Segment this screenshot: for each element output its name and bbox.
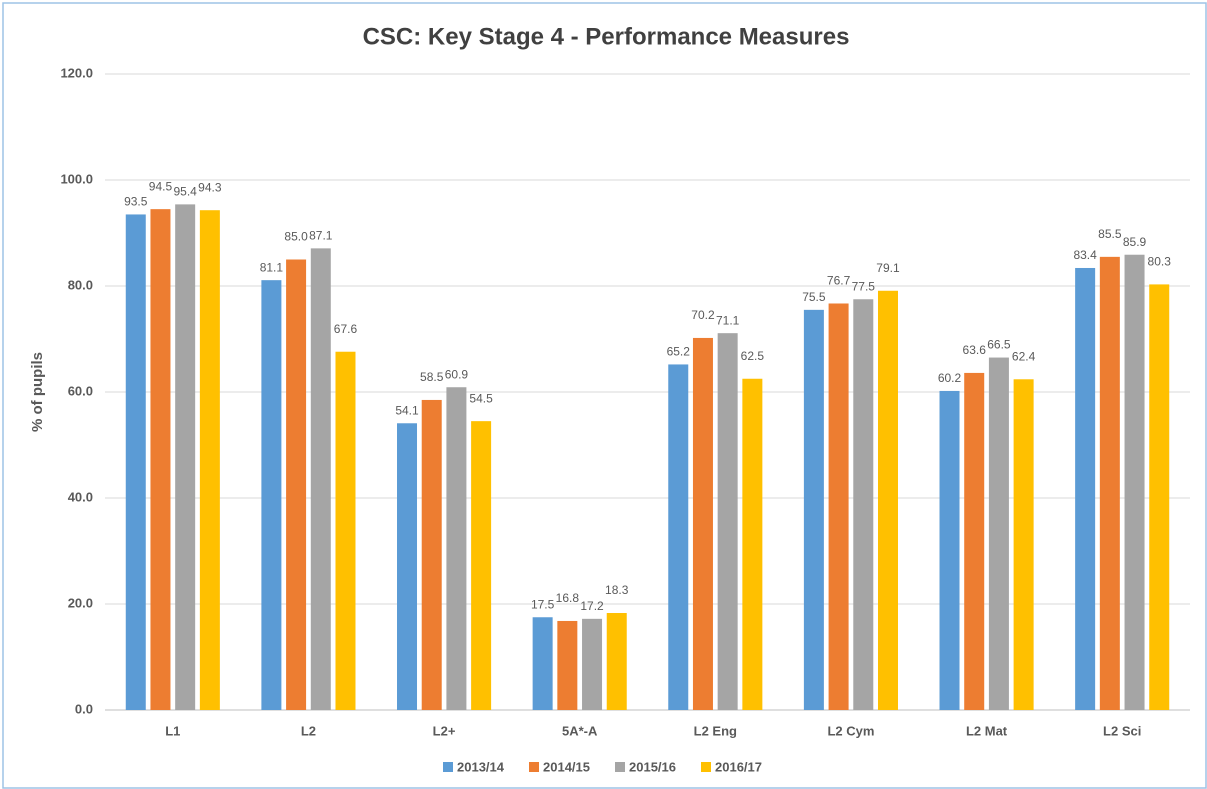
legend-label: 2014/15 [543,759,590,774]
value-label: 60.9 [445,367,469,381]
bar [717,333,738,710]
x-tick-label: L2 Mat [966,723,1008,738]
value-label: 83.4 [1073,248,1097,262]
bar [606,613,627,710]
x-tick-label: L2+ [433,723,456,738]
legend-swatch [615,762,625,772]
value-label: 77.5 [852,279,876,293]
value-label: 94.5 [149,179,173,193]
value-label: 81.1 [260,260,284,274]
bar [1149,284,1170,710]
x-tick-label: L2 Sci [1103,723,1141,738]
bar [175,204,196,710]
bar [286,259,307,710]
x-tick-label: 5A*-A [562,723,598,738]
value-label: 54.1 [395,403,419,417]
bar [668,364,689,710]
value-label: 60.2 [938,371,962,385]
value-label: 94.3 [198,180,222,194]
bar [421,399,442,710]
x-tick-label: L2 Eng [694,723,737,738]
value-label: 67.6 [334,322,358,336]
value-label: 62.5 [741,349,765,363]
bar [742,378,763,710]
legend-swatch [443,762,453,772]
bar [557,620,578,710]
bar [988,357,1009,710]
value-label: 17.5 [531,597,555,611]
value-label: 65.2 [667,345,691,359]
x-tick-label: L1 [165,723,180,738]
bar [335,351,356,710]
bar [853,299,874,710]
x-tick-label: L2 Cym [827,723,874,738]
y-tick-label: 40.0 [68,489,93,504]
bar [1124,254,1145,711]
value-label: 58.5 [420,370,444,384]
y-tick-label: 20.0 [68,595,93,610]
y-tick-label: 80.0 [68,277,93,292]
value-label: 80.3 [1148,255,1172,269]
bar [828,303,849,710]
legend-swatch [529,762,539,772]
bar [125,214,146,710]
x-tick-label: L2 [301,723,316,738]
bar [150,209,171,710]
value-label: 95.4 [173,185,197,199]
legend-label: 2016/17 [715,759,762,774]
bar [1075,267,1096,710]
value-label: 76.7 [827,274,851,288]
bar [939,390,960,710]
bar [532,617,553,710]
bar [1013,379,1034,710]
y-tick-label: 120.0 [60,65,93,80]
value-label: 70.2 [691,308,715,322]
bar [964,372,985,710]
value-label: 93.5 [124,195,148,209]
legend-label: 2013/14 [457,759,505,774]
value-label: 85.5 [1098,227,1122,241]
bar [446,387,467,710]
bar [261,280,282,710]
value-label: 16.8 [556,591,580,605]
value-label: 85.9 [1123,235,1147,249]
value-label: 87.1 [309,229,333,243]
bar [1099,256,1120,710]
value-label: 66.5 [987,338,1011,352]
y-tick-label: 0.0 [75,701,93,716]
value-label: 18.3 [605,583,629,597]
value-label: 71.1 [716,313,740,327]
bar [471,421,492,710]
value-label: 85.0 [284,230,308,244]
bar [582,618,603,710]
value-label: 79.1 [876,261,900,275]
bar [692,337,713,710]
bar [397,423,418,710]
legend-swatch [701,762,711,772]
y-tick-label: 100.0 [60,171,93,186]
value-label: 75.5 [802,290,826,304]
y-tick-label: 60.0 [68,383,93,398]
bar [310,248,331,710]
value-label: 63.6 [963,343,987,357]
legend-label: 2015/16 [629,759,676,774]
bar [199,210,220,710]
value-label: 62.4 [1012,349,1036,363]
value-label: 17.2 [580,599,604,613]
bar [803,309,824,710]
bar [877,290,898,710]
chart-title: CSC: Key Stage 4 - Performance Measures [363,23,850,50]
y-axis-label: % of pupils [29,352,46,432]
value-label: 54.5 [469,391,493,405]
